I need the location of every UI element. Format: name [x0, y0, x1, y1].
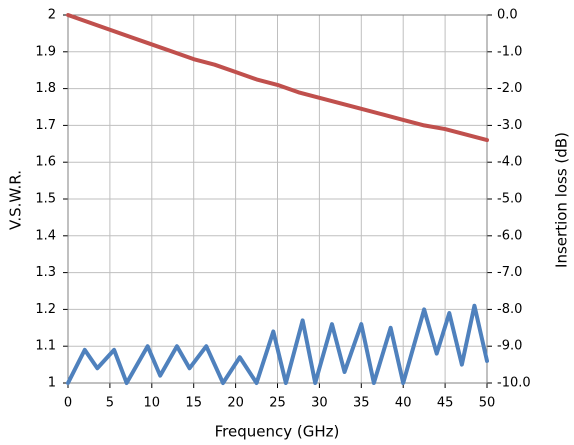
x-tick-label: 20: [227, 396, 244, 411]
y2-tick-label: -3.0: [497, 118, 522, 133]
x-tick-label: 50: [479, 396, 496, 411]
series-line: [66, 303, 489, 385]
y2-tick-label: -7.0: [497, 265, 522, 280]
x-tick-label: 0: [64, 396, 72, 411]
y2-tick-label: -8.0: [497, 302, 522, 317]
x-tick-label: 40: [395, 396, 412, 411]
y-tick-label: 1.2: [35, 302, 56, 317]
y2-tick-label: -2.0: [497, 81, 522, 96]
y-tick-label: 1.7: [35, 118, 56, 133]
y2-tick-label: -5.0: [497, 192, 522, 207]
y-tick-label: 1.9: [35, 44, 56, 59]
y2-tick-label: -6.0: [497, 228, 522, 243]
y-tick-label: 2: [48, 8, 56, 23]
x-tick-label: 25: [269, 396, 286, 411]
y-tick-label: 1.1: [35, 339, 56, 354]
y-tick-label: 1.6: [35, 155, 56, 170]
x-tick-label: 30: [311, 396, 328, 411]
y-tick-label: 1.5: [35, 192, 56, 207]
y2-tick-label: -4.0: [497, 155, 522, 170]
y-tick-label: 1: [48, 376, 56, 391]
y2-tick-label: -1.0: [497, 44, 522, 59]
x-tick-label: 15: [185, 396, 202, 411]
y2-tick-label: -9.0: [497, 339, 522, 354]
y2-axis-title: Insertion loss (dB): [553, 132, 571, 268]
y2-tick-label: 0.0: [497, 8, 518, 23]
series-line: [66, 13, 489, 143]
x-axis-title: Frequency (GHz): [215, 423, 340, 441]
y-axis-title: V.S.W.R.: [7, 170, 25, 230]
y-tick-label: 1.8: [35, 81, 56, 96]
x-tick-label: 35: [353, 396, 370, 411]
y-tick-label: 1.4: [35, 228, 56, 243]
y-tick-label: 1.3: [35, 265, 56, 280]
x-tick-label: 5: [106, 396, 114, 411]
plot-border: [67, 14, 488, 384]
x-tick-label: 10: [144, 396, 161, 411]
y2-tick-label: -10.0: [497, 376, 531, 391]
x-tick-label: 45: [437, 396, 454, 411]
